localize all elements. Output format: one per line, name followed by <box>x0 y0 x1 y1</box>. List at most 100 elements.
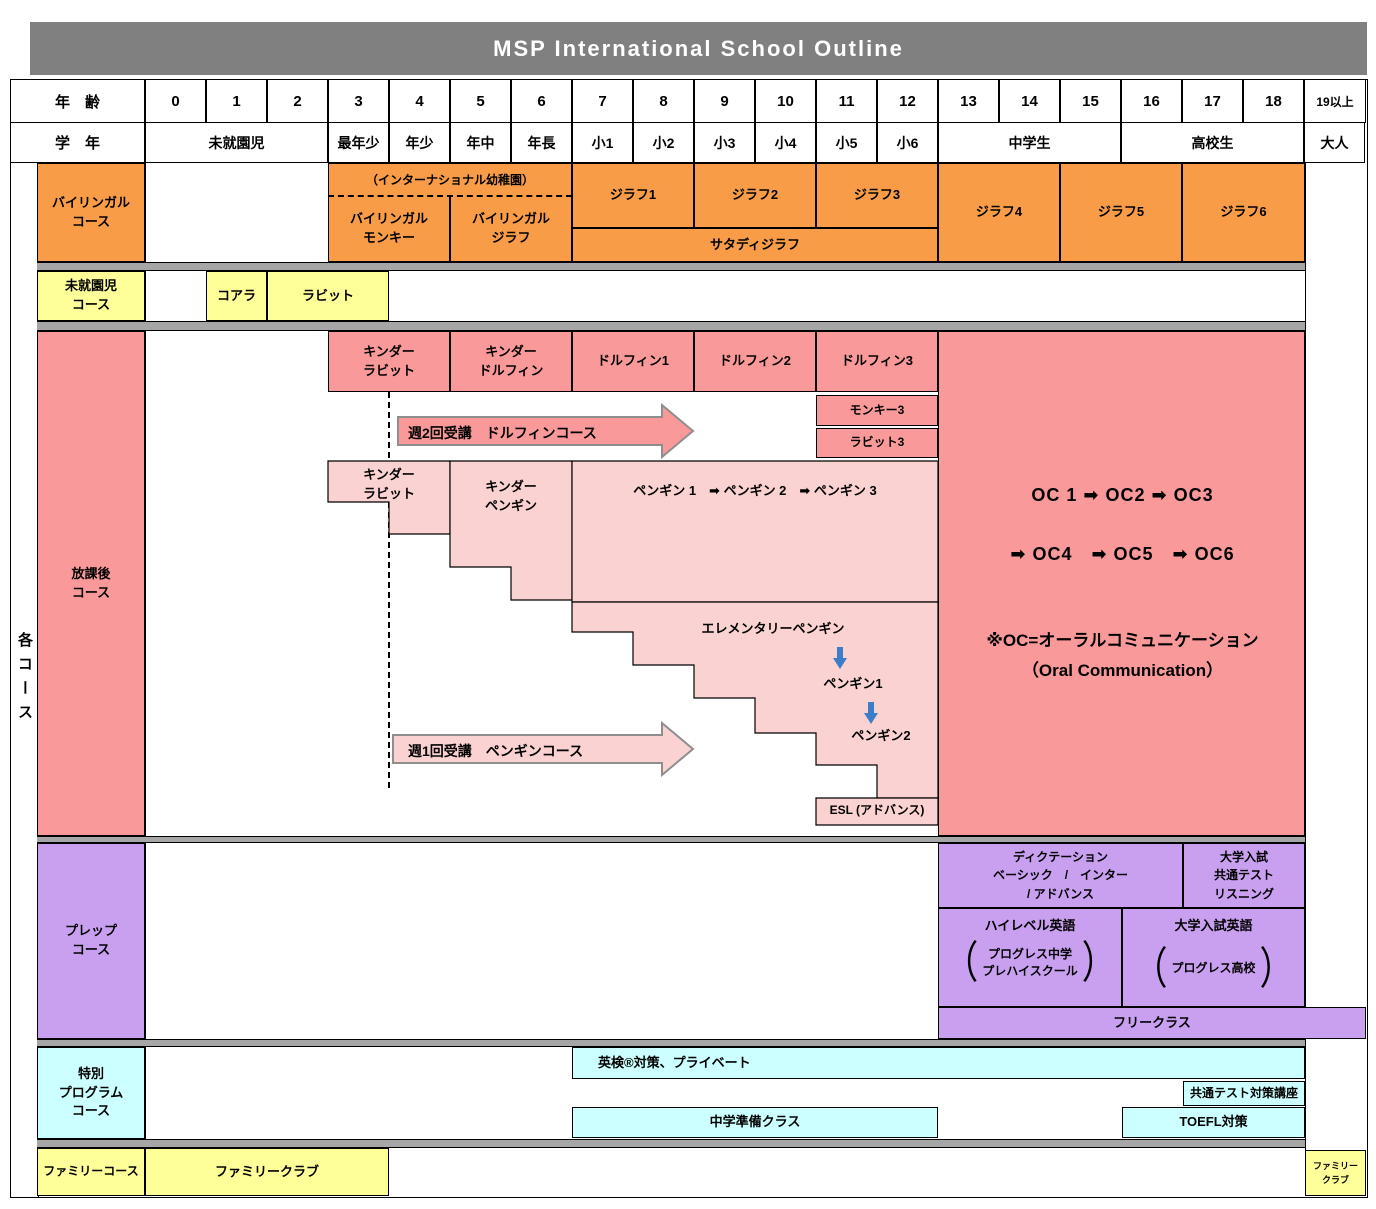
box-highlevel-english: ハイレベル英語 （ プログレス中学 プレハイスクール ） <box>938 908 1122 1007</box>
label-line: ファミリー <box>1312 1160 1358 1171</box>
box-giraffe4: ジラフ4 <box>938 163 1060 262</box>
label-line: バイリンガル <box>471 210 550 226</box>
box-kyotsu-test: 共通テスト対策講座 <box>1183 1081 1305 1106</box>
label-line: プレハイスクール <box>982 964 1078 979</box>
label-line: ラビット <box>362 485 415 501</box>
separator-bar <box>37 1139 1305 1148</box>
course-label-prep: プレップ コース <box>37 843 145 1039</box>
univ-paren-group: （ プログレス高校 ） <box>1133 947 1293 991</box>
label-line: プログラム <box>58 1084 124 1100</box>
label-line: コース <box>71 1103 111 1119</box>
label-line: 放課後 <box>71 565 111 581</box>
label-line: プレップ <box>64 923 117 939</box>
label-line: モンキー <box>362 229 415 245</box>
box-toefl: TOEFL対策 <box>1122 1107 1305 1138</box>
paren-open: （ <box>944 938 979 988</box>
arrow-penguin-label: 週1回受講 ペンギンコース <box>408 743 584 759</box>
down-arrow-icon <box>864 702 878 724</box>
grade-cell-中学生: 中学生 <box>938 122 1121 163</box>
age-cell-3: 3 <box>328 79 389 123</box>
age-cell-13: 13 <box>938 79 999 123</box>
label-line: バイリンガル <box>51 194 130 210</box>
kindergarten-divider-line <box>328 195 572 197</box>
separator-bar <box>37 262 1305 271</box>
label-line: ディクテーション <box>1013 849 1108 864</box>
label-line: クラブ <box>1321 1175 1349 1185</box>
label-line: ペンギン <box>484 497 537 513</box>
kinder-rabbit2-label: キンダー ラビット <box>328 466 450 504</box>
grade-cell-高校生: 高校生 <box>1121 122 1304 163</box>
box-giraffe2: ジラフ2 <box>694 163 816 228</box>
age-cell-6: 6 <box>511 79 572 123</box>
box-univ-listening: 大学入試 共通テスト リスニング <box>1183 843 1305 908</box>
oc-note2: （Oral Communication） <box>1021 661 1224 680</box>
ribbon-arrow-dolphin <box>397 402 695 460</box>
box-chugaku-junbi: 中学準備クラス <box>572 1107 938 1138</box>
label-line: キンダー <box>363 467 415 482</box>
penguin2-label: ペンギン2 <box>851 728 911 743</box>
box-family-club: ファミリークラブ <box>145 1148 389 1196</box>
box-giraffe5: ジラフ5 <box>1060 163 1182 262</box>
oc-line1: OC 1 ➡ OC2 ➡ OC3 <box>1031 485 1214 505</box>
label-line: ベーシック / インター <box>992 868 1129 883</box>
age-cell-1: 1 <box>206 79 267 123</box>
grade-cell-小1: 小1 <box>572 122 633 163</box>
age-cell-7: 7 <box>572 79 633 123</box>
label-line: 大学入試 <box>1219 849 1268 864</box>
age-cell-2: 2 <box>267 79 328 123</box>
oc-line2: ➡ OC4 ➡ OC5 ➡ OC6 <box>1010 544 1235 564</box>
box-rabbit3: ラビット3 <box>816 428 938 458</box>
label-line: ラビット <box>362 362 415 378</box>
box-intl-kindergarten: （インターナショナル幼稚園） <box>328 163 572 197</box>
grade-cell-小4: 小4 <box>755 122 816 163</box>
label-line: / アドバンス <box>1026 886 1095 901</box>
box-giraffe6: ジラフ6 <box>1182 163 1305 262</box>
grade-cell-大人: 大人 <box>1304 122 1365 163</box>
page-title: MSP International School Outline <box>30 22 1367 75</box>
paren-open: （ <box>1133 944 1168 994</box>
age-cell-18: 18 <box>1243 79 1304 123</box>
age-cell-12: 12 <box>877 79 938 123</box>
box-koala: コアラ <box>206 271 267 321</box>
label-line: 未就園児 <box>64 278 117 294</box>
course-label-special: 特別 プログラム コース <box>37 1047 145 1139</box>
label-line: バイリンガル <box>349 210 428 226</box>
elementary-penguin-label: エレメンタリーペンギン <box>701 621 845 636</box>
separator-bar <box>37 1039 1305 1047</box>
box-monkey3: モンキー3 <box>816 395 938 426</box>
kinder-penguin-label: キンダー ペンギン <box>450 478 572 516</box>
box-eiken-private: 英検®対策、プライベート <box>572 1047 1305 1079</box>
box-rabbit: ラビット <box>267 271 389 321</box>
label-line: プログレス中学 <box>987 946 1072 961</box>
oc-note1: ※OC=オーラルコミュニケーション <box>986 631 1259 650</box>
age-cell-14: 14 <box>999 79 1060 123</box>
paren-close: ） <box>1259 944 1294 994</box>
label-line: コース <box>71 584 111 600</box>
grade-cell-小5: 小5 <box>816 122 877 163</box>
box-bilingual-giraffe: バイリンガル ジラフ <box>450 196 572 262</box>
age-cell-15: 15 <box>1060 79 1121 123</box>
box-dictation: ディクテーション ベーシック / インター / アドバンス <box>938 843 1183 908</box>
age-cell-9: 9 <box>694 79 755 123</box>
box-bilingual-monkey: バイリンガル モンキー <box>328 196 450 262</box>
age-cell-11: 11 <box>816 79 877 123</box>
label-line: 特別 <box>77 1065 104 1081</box>
label-line: コース <box>71 213 111 229</box>
age-cell-19以上: 19以上 <box>1304 79 1366 123</box>
box-kinder-rabbit1: キンダー ラビット <box>328 331 450 392</box>
grade-cell-年長: 年長 <box>511 122 572 163</box>
course-label-preschool: 未就園児 コース <box>37 271 145 321</box>
down-arrow-icon <box>833 647 847 669</box>
penguin1-label: ペンギン1 <box>823 676 883 691</box>
age-cell-10: 10 <box>755 79 816 123</box>
age-cell-4: 4 <box>389 79 450 123</box>
box-giraffe1: ジラフ1 <box>572 163 694 228</box>
box-family-club-small: ファミリー クラブ <box>1305 1150 1366 1196</box>
label-line: キンダー <box>485 343 537 359</box>
label-line: ジラフ <box>491 229 531 245</box>
age-boundary-dash-line <box>388 392 390 788</box>
penguin-series-label: ペンギン 1 ➡ ペンギン 2 ➡ ペンギン 3 <box>633 483 877 498</box>
course-label-bilingual: バイリンガル コース <box>37 163 145 262</box>
age-cell-8: 8 <box>633 79 694 123</box>
highlevel-title: ハイレベル英語 <box>984 918 1076 933</box>
